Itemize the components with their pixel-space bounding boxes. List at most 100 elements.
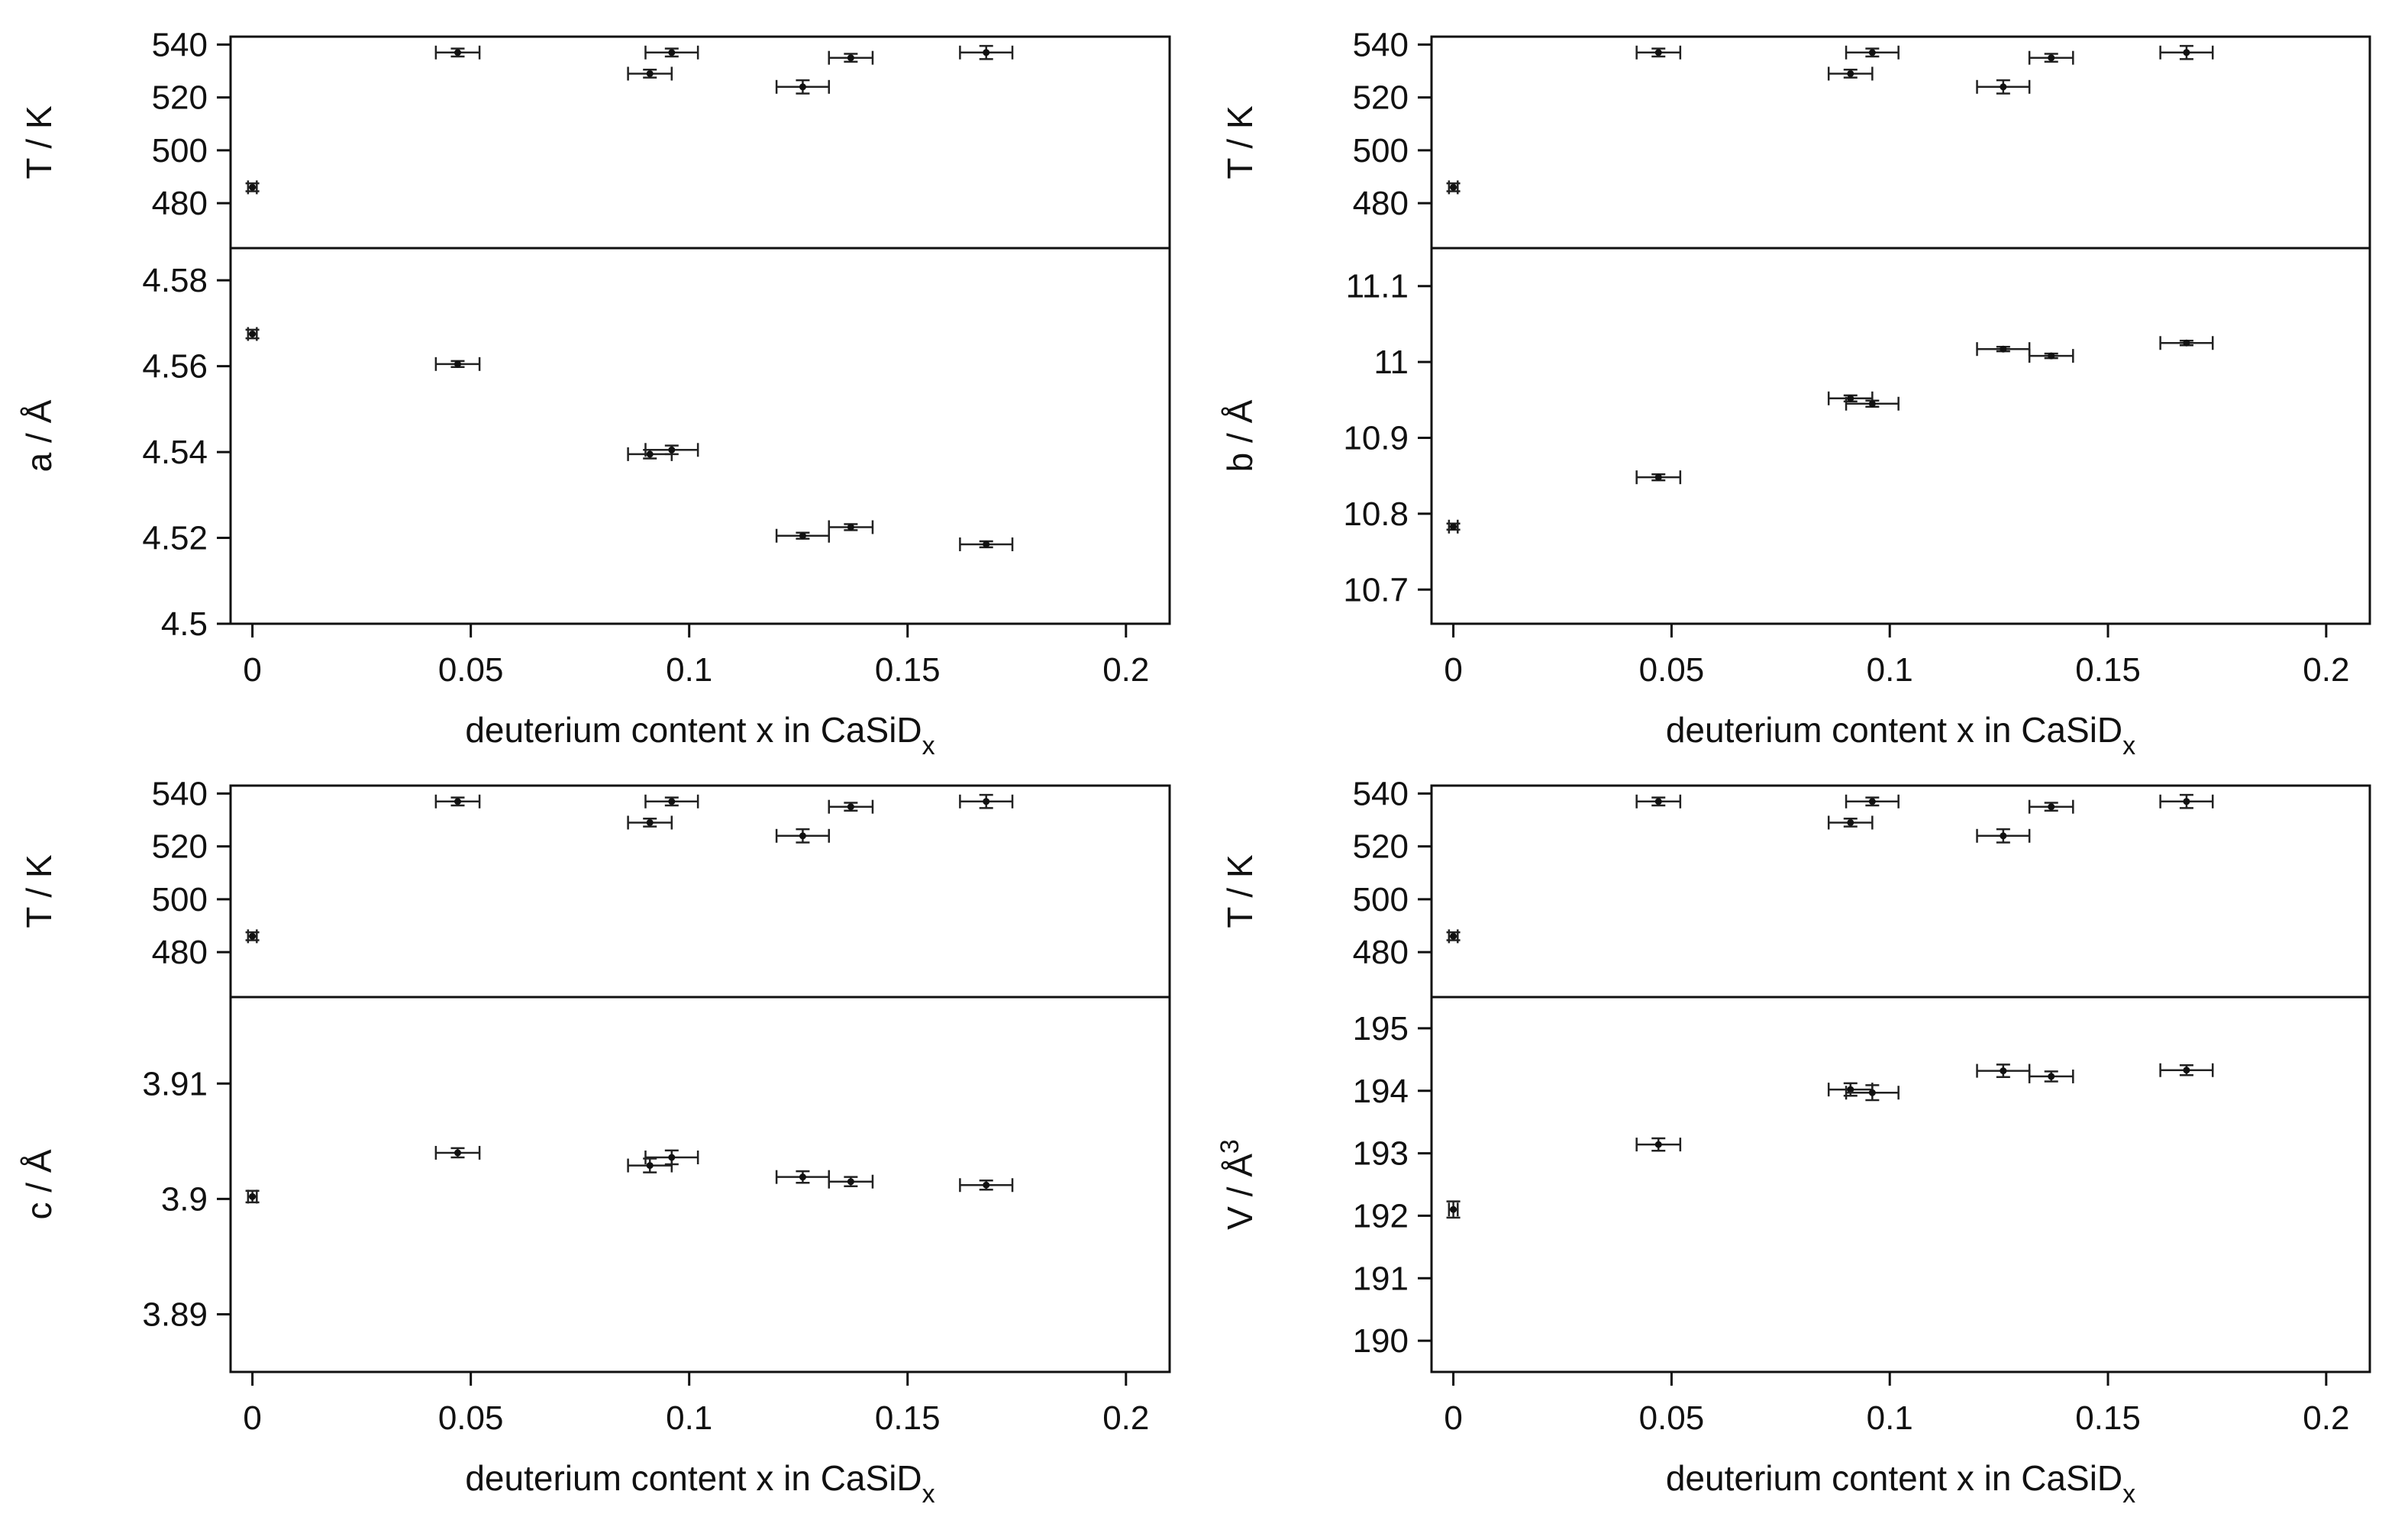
- point-marker: [2048, 352, 2055, 360]
- data-point: [627, 815, 673, 830]
- point-marker: [2048, 54, 2055, 62]
- point-marker: [1847, 818, 1854, 826]
- data-point: [2159, 793, 2214, 809]
- point-marker: [646, 69, 654, 77]
- data-point: [434, 794, 481, 809]
- point-marker: [454, 360, 461, 368]
- x-tick-label: 0.1: [666, 651, 712, 689]
- data-point: [434, 357, 481, 371]
- point-marker: [1654, 1141, 1662, 1148]
- point-marker: [1450, 183, 1457, 191]
- data-point: [245, 1189, 260, 1204]
- point-marker: [2183, 339, 2190, 347]
- y-tick-label: 500: [152, 132, 208, 169]
- point-marker: [668, 446, 676, 453]
- data-point: [245, 327, 260, 341]
- data-point: [644, 794, 699, 809]
- point-marker: [983, 49, 990, 56]
- x-tick-label: 0.2: [2303, 1399, 2349, 1437]
- point-marker: [847, 803, 854, 811]
- top-y-axis-label: T / K: [1220, 105, 1260, 179]
- data-point: [2028, 50, 2074, 65]
- point-marker: [1847, 395, 1854, 402]
- data-point: [1827, 66, 1874, 81]
- point-marker: [2000, 1067, 2007, 1075]
- data-point: [1635, 470, 1682, 485]
- data-point: [2159, 336, 2214, 350]
- y-tick-label: 480: [1353, 934, 1409, 971]
- point-marker: [983, 1181, 990, 1189]
- data-point: [1446, 519, 1461, 534]
- x-tick-label: 0.15: [875, 651, 941, 689]
- data-point: [434, 45, 481, 60]
- x-tick-label: 0: [1444, 1399, 1462, 1437]
- y-tick-label: 540: [152, 775, 208, 812]
- data-point: [1976, 79, 2031, 95]
- data-point: [1976, 1064, 2031, 1078]
- point-marker: [2183, 1067, 2190, 1074]
- x-tick-label: 0.1: [1867, 1399, 1913, 1437]
- y-tick-label: 11: [1373, 344, 1409, 381]
- x-tick-label: 0.05: [438, 1399, 504, 1437]
- y-tick-label: 480: [152, 934, 208, 971]
- x-axis-label: deuterium content x in CaSiDx: [1666, 1458, 2135, 1509]
- bottom-y-axis-label: V / Å3: [1215, 1139, 1260, 1230]
- x-axis-label: deuterium content x in CaSiDx: [465, 1458, 934, 1509]
- point-marker: [2048, 803, 2055, 811]
- y-tick-label: 190: [1353, 1322, 1409, 1360]
- y-tick-label: 4.56: [142, 348, 208, 386]
- data-point: [2028, 1069, 2074, 1083]
- data-point: [775, 528, 831, 543]
- point-marker: [847, 1178, 854, 1186]
- point-marker: [1868, 1089, 1876, 1096]
- bottom-y-axis-label: a / Å: [19, 399, 59, 472]
- x-tick-label: 0.15: [2075, 651, 2141, 689]
- point-marker: [1450, 932, 1457, 940]
- y-tick-label: 194: [1353, 1073, 1409, 1110]
- x-tick-label: 0.15: [875, 1399, 941, 1437]
- data-point: [775, 79, 831, 95]
- y-tick-label: 4.54: [142, 434, 208, 471]
- point-marker: [847, 54, 854, 62]
- data-point: [828, 1174, 874, 1189]
- point-marker: [454, 798, 461, 805]
- data-point: [644, 1149, 699, 1166]
- point-marker: [1868, 798, 1876, 805]
- point-marker: [2000, 345, 2007, 353]
- point-marker: [2183, 798, 2190, 805]
- data-point: [959, 537, 1014, 551]
- y-tick-label: 480: [1353, 185, 1409, 222]
- point-marker: [1868, 400, 1876, 408]
- y-tick-label: 10.8: [1343, 495, 1409, 533]
- point-marker: [1847, 69, 1854, 77]
- point-marker: [249, 1193, 257, 1200]
- data-point: [2159, 1063, 2214, 1077]
- bottom-y-axis-label: c / Å: [19, 1149, 59, 1219]
- data-point: [1446, 180, 1461, 195]
- y-tick-label: 500: [1353, 881, 1409, 918]
- data-point: [644, 45, 699, 60]
- data-point: [1845, 45, 1900, 60]
- x-tick-label: 0.2: [2303, 651, 2349, 689]
- y-tick-label: 3.89: [142, 1296, 208, 1333]
- point-marker: [249, 183, 257, 191]
- data-point: [2028, 349, 2074, 363]
- y-tick-label: 520: [1353, 828, 1409, 866]
- top-y-axis-label: T / K: [19, 854, 59, 928]
- y-tick-label: 4.52: [142, 520, 208, 557]
- point-marker: [1868, 49, 1876, 56]
- y-tick-label: 192: [1353, 1197, 1409, 1235]
- x-tick-label: 0: [243, 1399, 261, 1437]
- x-tick-label: 0.2: [1102, 651, 1149, 689]
- y-tick-label: 193: [1353, 1135, 1409, 1173]
- panel-1: 0 0.05 0.1 0.15 0.2 deuterium content x in Ca…: [19, 26, 1171, 760]
- point-marker: [668, 1154, 676, 1161]
- point-marker: [249, 330, 257, 337]
- x-tick-label: 0.1: [666, 1399, 712, 1437]
- y-tick-label: 3.91: [142, 1065, 208, 1102]
- x-tick-label: 0.05: [1639, 1399, 1705, 1437]
- data-point: [1635, 794, 1682, 809]
- point-marker: [646, 1162, 654, 1170]
- y-tick-label: 10.9: [1343, 419, 1409, 457]
